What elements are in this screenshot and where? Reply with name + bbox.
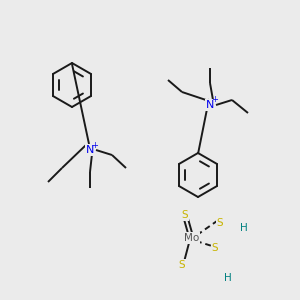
Text: S: S [179, 260, 185, 270]
Text: H: H [240, 223, 248, 233]
Text: Mo: Mo [184, 233, 200, 243]
Text: S: S [217, 218, 223, 228]
Text: +: + [92, 140, 98, 149]
Text: H: H [224, 273, 232, 283]
Text: N: N [86, 145, 94, 155]
Text: N: N [206, 100, 214, 110]
Text: +: + [212, 95, 218, 104]
Text: S: S [212, 243, 218, 253]
Text: S: S [182, 210, 188, 220]
